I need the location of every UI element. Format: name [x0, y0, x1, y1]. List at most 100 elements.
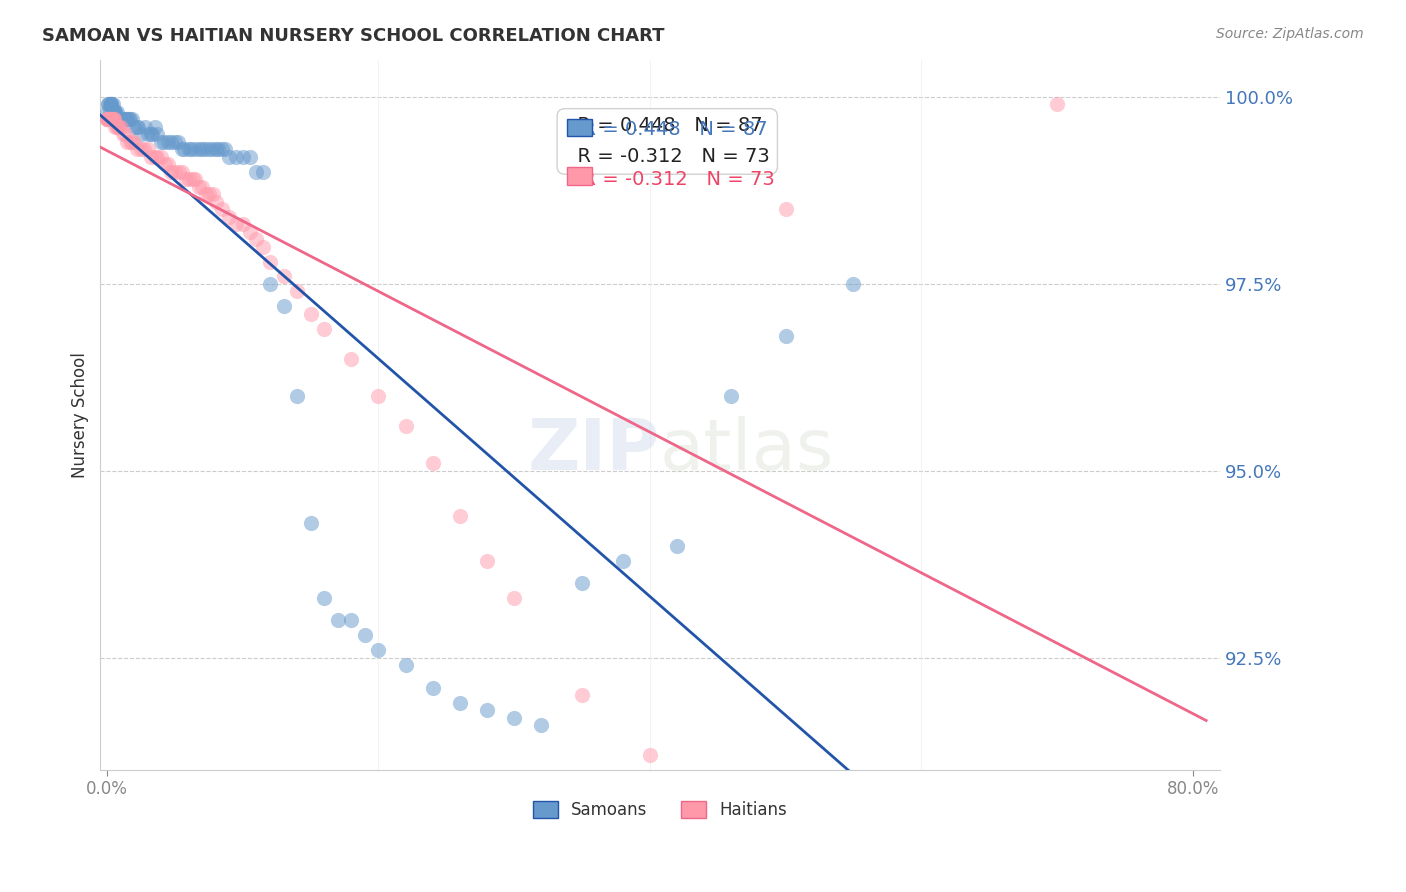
Point [153, 135, 176, 149]
Point [103, 112, 125, 127]
Point [98, 112, 121, 127]
Point [422, 457, 444, 471]
Point [173, 142, 195, 156]
Point [100, 97, 122, 112]
Point [666, 539, 689, 553]
Text: atlas: atlas [659, 416, 834, 485]
Point [218, 210, 240, 224]
Point [104, 120, 127, 134]
Point [720, 389, 742, 403]
Point [112, 112, 135, 127]
Point [775, 329, 797, 343]
Point [98, 112, 121, 127]
Point [299, 516, 322, 531]
Point [97, 112, 120, 127]
Point [160, 135, 183, 149]
Point [122, 135, 145, 149]
Point [218, 150, 240, 164]
Point [98, 104, 121, 119]
Point [117, 135, 139, 149]
Point [136, 142, 159, 156]
Point [232, 217, 254, 231]
Point [503, 711, 526, 725]
Point [97, 112, 120, 127]
Point [367, 389, 389, 403]
Point [129, 128, 152, 142]
Point [121, 135, 143, 149]
Point [110, 112, 132, 127]
Point [132, 142, 155, 156]
Point [638, 747, 661, 762]
Point [110, 112, 132, 127]
Point [96, 104, 118, 119]
Point [204, 142, 226, 156]
Point [125, 142, 148, 156]
Point [118, 112, 141, 127]
Point [170, 142, 193, 156]
Point [104, 104, 127, 119]
Point [117, 112, 139, 127]
Point [314, 591, 336, 605]
Point [314, 322, 336, 336]
Point [114, 128, 136, 142]
Point [163, 135, 186, 149]
Point [167, 165, 190, 179]
Text: R = 0.448   N = 87: R = 0.448 N = 87 [571, 120, 768, 139]
Point [150, 150, 173, 164]
Point [273, 269, 295, 284]
Point [136, 128, 159, 142]
Point [143, 120, 166, 134]
Point [188, 179, 211, 194]
Point [252, 165, 274, 179]
Point [198, 187, 221, 202]
Point [98, 112, 121, 127]
Point [225, 150, 247, 164]
Point [181, 172, 204, 186]
Point [110, 120, 132, 134]
Point [395, 419, 418, 434]
Bar [567, 119, 592, 136]
Point [105, 112, 128, 127]
Point [775, 202, 797, 216]
Point [160, 165, 183, 179]
Point [121, 112, 143, 127]
Point [530, 718, 553, 732]
Point [110, 112, 132, 127]
Point [146, 128, 169, 142]
Point [177, 172, 200, 186]
Point [139, 150, 162, 164]
Point [475, 553, 498, 567]
Point [422, 681, 444, 695]
Point [107, 120, 129, 134]
Point [100, 97, 122, 112]
Point [97, 97, 120, 112]
Point [259, 277, 281, 291]
Point [96, 112, 118, 127]
Point [107, 112, 129, 127]
Point [299, 307, 322, 321]
Point [245, 232, 267, 246]
Point [354, 628, 377, 642]
Point [105, 104, 128, 119]
Point [198, 142, 221, 156]
Point [188, 142, 211, 156]
Point [395, 658, 418, 673]
Point [120, 112, 142, 127]
Point [180, 142, 202, 156]
Point [141, 128, 163, 142]
Point [98, 97, 121, 112]
Point [120, 135, 142, 149]
Point [100, 112, 122, 127]
Point [170, 165, 193, 179]
Bar [567, 167, 592, 185]
Point [125, 120, 148, 134]
Point [326, 614, 349, 628]
Point [214, 142, 236, 156]
Point [108, 112, 131, 127]
Point [211, 142, 233, 156]
Y-axis label: Nursery School: Nursery School [72, 351, 89, 478]
Point [259, 254, 281, 268]
Point [174, 172, 197, 186]
Point [139, 128, 162, 142]
Point [100, 97, 122, 112]
